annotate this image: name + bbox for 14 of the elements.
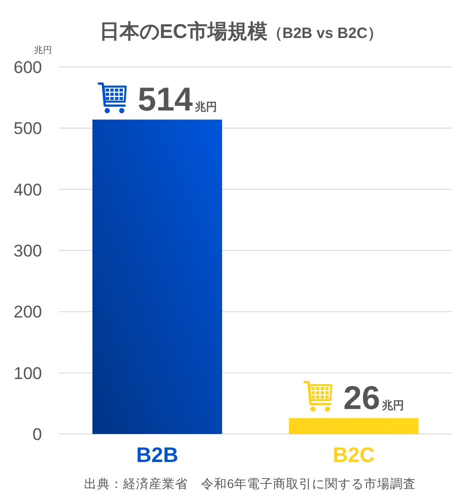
y-tick-label: 500 [14,119,42,138]
y-axis-title: 兆円 [34,45,52,55]
x-tick-label: B2B [136,444,178,467]
y-tick-label: 100 [14,364,42,383]
data-label: 26兆円 [343,379,404,416]
chart-title: 日本のEC市場規模（B2B vs B2C） [100,20,382,43]
y-tick-label: 600 [14,58,42,77]
source-note: 出典：経済産業省 令和6年電子商取引に関する市場調査 [84,476,416,491]
y-tick-label: 300 [14,241,42,260]
y-tick-label: 400 [14,180,42,200]
data-label: 514兆円 [138,80,217,118]
x-tick-label: B2C [332,444,375,467]
y-tick-label: 200 [14,302,42,322]
y-tick-label: 0 [32,424,42,444]
